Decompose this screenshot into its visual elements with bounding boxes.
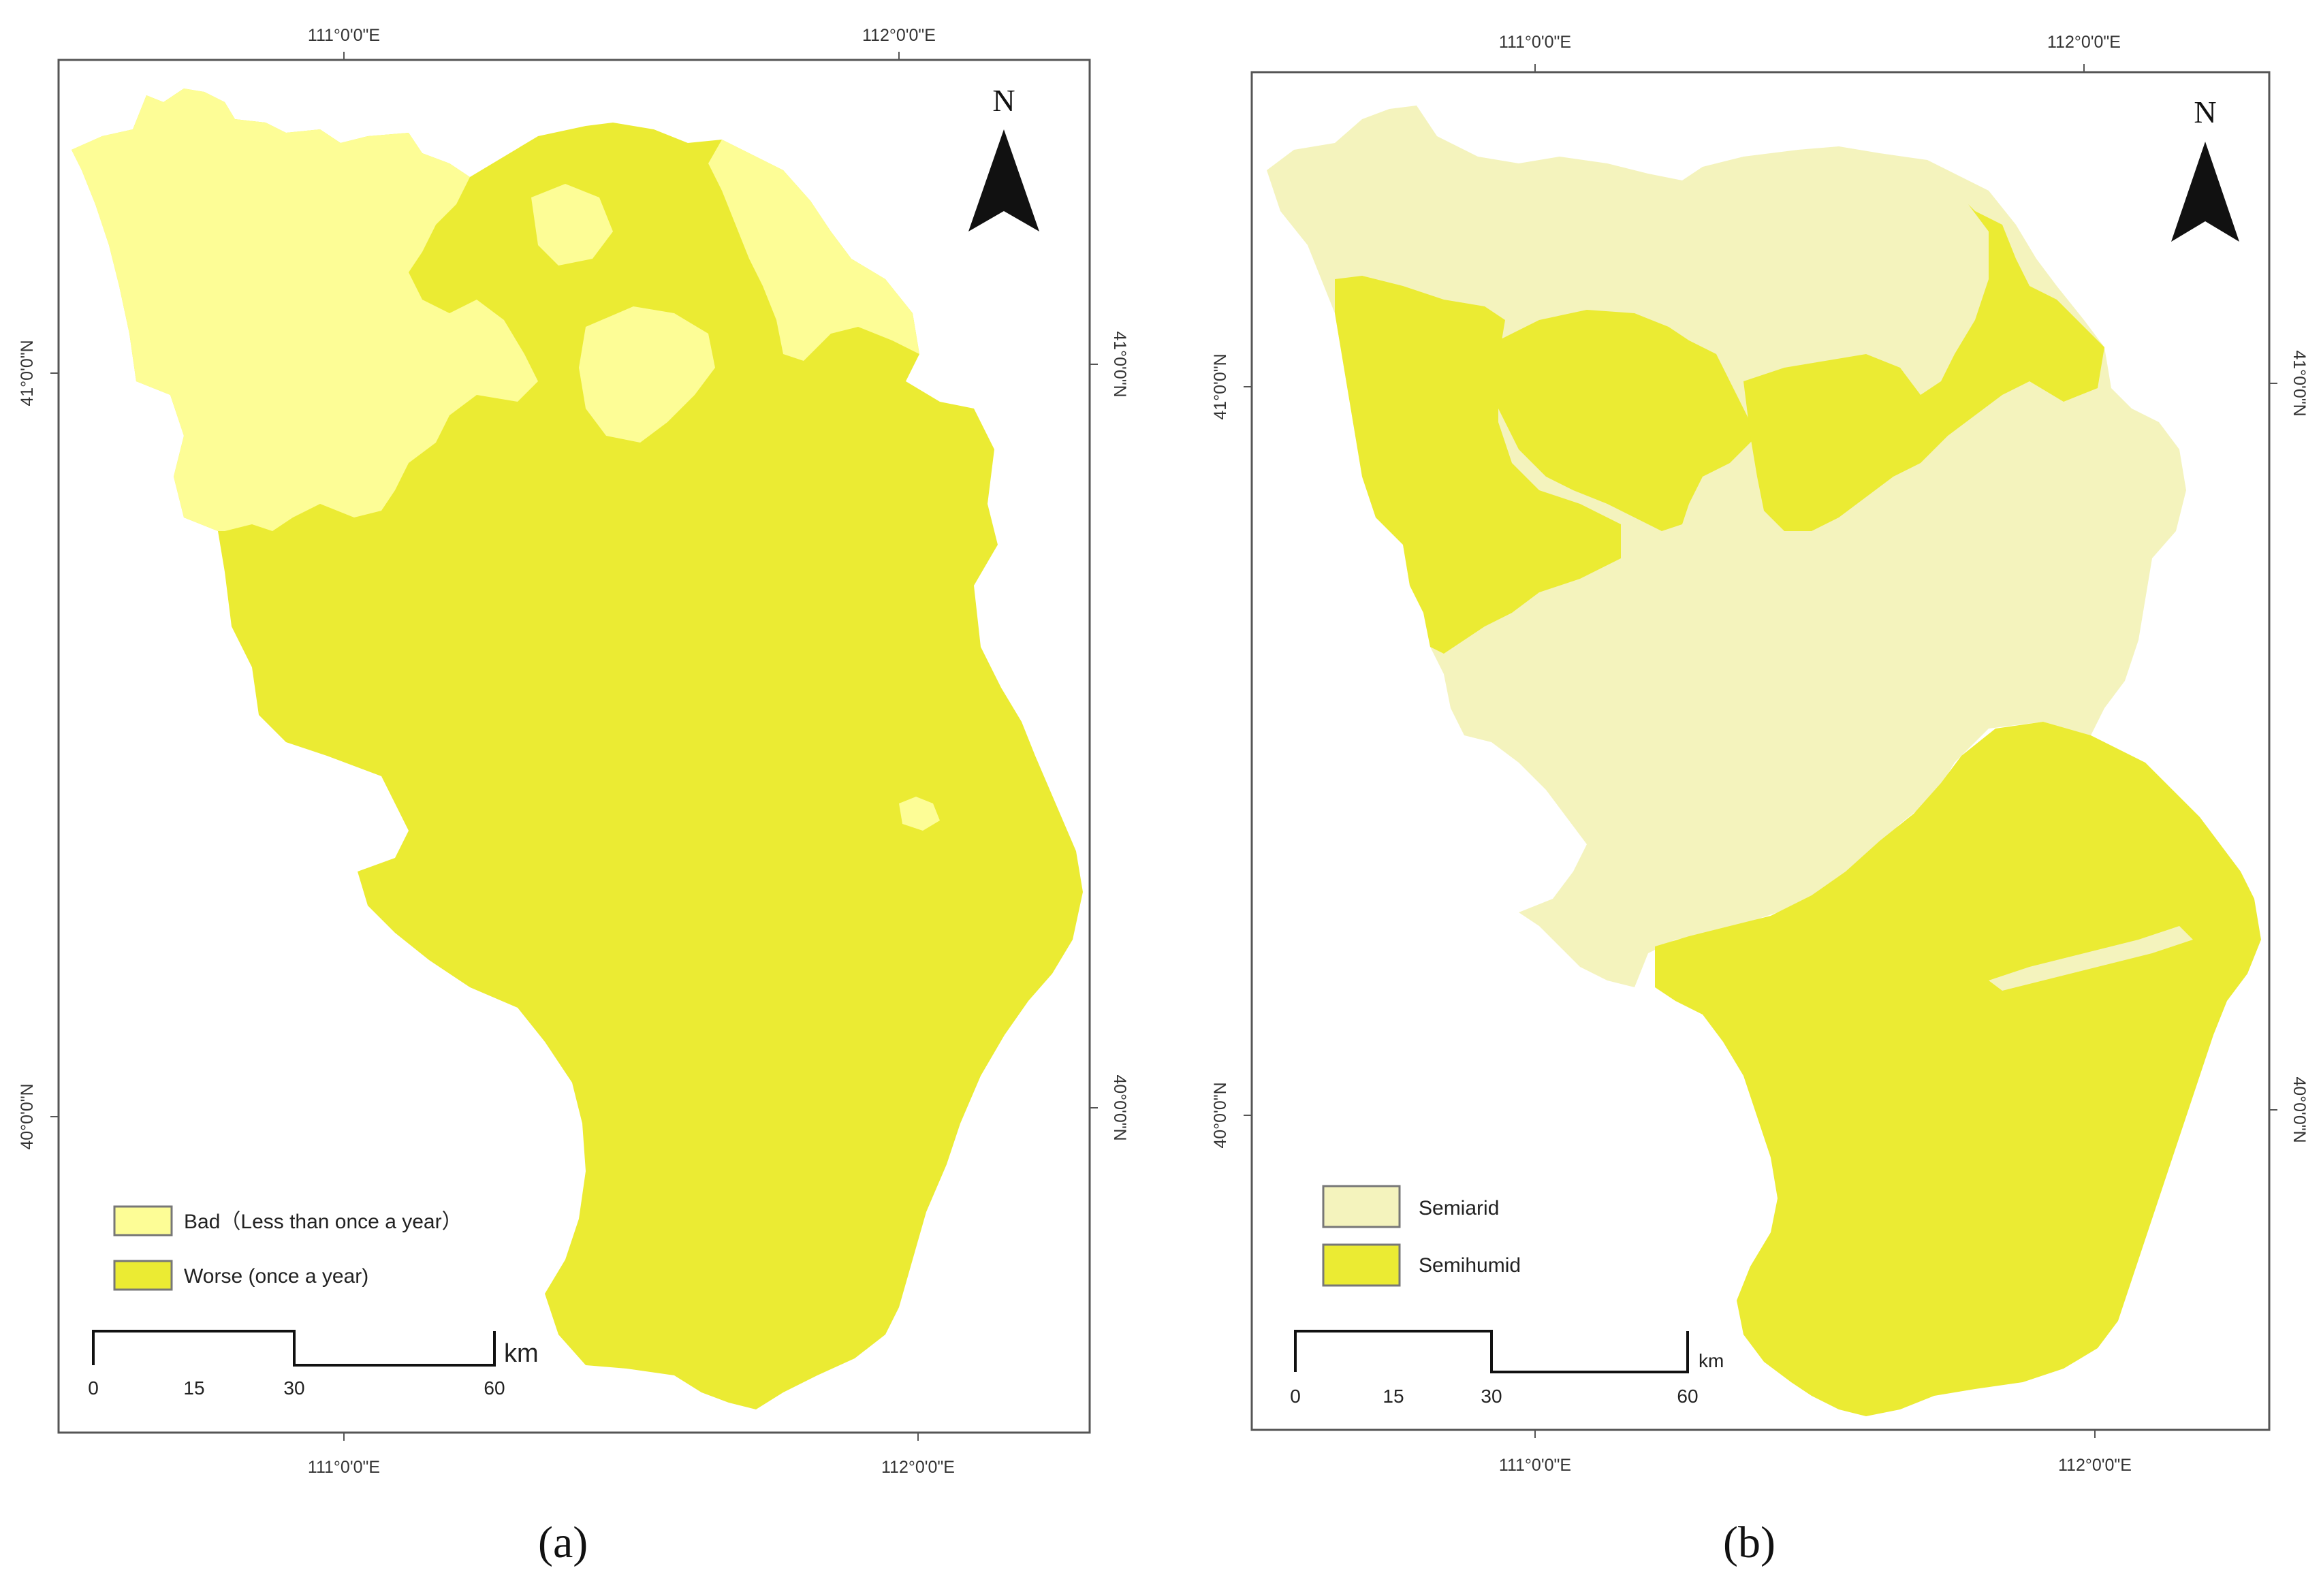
map-b-lon-top-111: 111°0'0"E <box>1499 33 1571 52</box>
map-b-lon-top-112: 112°0'0"E <box>2047 33 2121 52</box>
map-b-lon-bottom-111: 111°0'0"E <box>1499 1456 1571 1475</box>
map-a-sublabel: (a) <box>538 1518 588 1567</box>
map-a-region-bad <box>72 89 538 531</box>
map-a-lat-right-41: 41°0'0"N <box>1110 331 1129 397</box>
map-a-legend-label-bad: Bad（Less than once a year） <box>184 1211 462 1233</box>
map-a-region-bad-mid <box>579 306 715 443</box>
map-b-scale-unit: km <box>1699 1350 1724 1371</box>
map-b-scale-tick-60: 60 <box>1677 1386 1698 1407</box>
map-b-legend-label-semihumid: Semihumid <box>1419 1254 1521 1277</box>
map-b-north-arrow: N <box>2171 95 2239 242</box>
map-b-sublabel: (b) <box>1723 1518 1775 1567</box>
map-a-scale-bar: km 0 15 30 60 <box>88 1330 539 1399</box>
map-b-scale-tick-30: 30 <box>1481 1386 1502 1407</box>
map-a-scale-tick-15: 15 <box>183 1377 204 1399</box>
map-b-north-arrow-icon <box>2171 142 2239 242</box>
map-a-region-bad-east <box>708 140 919 361</box>
map-b-lat-right-40: 40°0'0"N <box>2290 1076 2309 1143</box>
map-b-ticks <box>1244 64 2277 1438</box>
map-b: N 111°0'0"E 112°0'0"E 111°0'0"E 112°0'0"… <box>1211 33 2309 1475</box>
map-b-scale-tick-0: 0 <box>1290 1386 1301 1407</box>
map-a-north-arrow: N <box>968 83 1039 232</box>
map-a-lon-bottom-112: 112°0'0"E <box>881 1458 955 1477</box>
map-a-lon-top-112: 112°0'0"E <box>862 26 936 45</box>
map-b-legend-swatch-semiarid <box>1322 1185 1401 1228</box>
map-a-lat-right-40: 40°0'0"N <box>1110 1074 1129 1140</box>
map-b-legend-label-semiarid: Semiarid <box>1419 1197 1499 1219</box>
map-b-region-semihumid-nw <box>1335 276 1621 654</box>
map-b-lat-right-41: 41°0'0"N <box>2290 350 2309 416</box>
map-a-lat-left-40: 40°0'0"N <box>18 1083 37 1149</box>
map-b-region-semihumid-south <box>1655 722 2261 1416</box>
map-a-legend-label-worse: Worse (once a year) <box>184 1265 368 1288</box>
map-b-scale-bar: km 0 15 30 60 <box>1290 1330 1724 1407</box>
map-a-scale-tick-30: 30 <box>283 1377 304 1399</box>
map-a-legend-swatch-bad <box>113 1205 173 1236</box>
map-b-region-semiarid-streak <box>1989 926 2193 991</box>
map-a-scale-tick-0: 0 <box>88 1377 99 1399</box>
map-a-ticks <box>50 52 1098 1441</box>
map-b-lon-bottom-112: 112°0'0"E <box>2058 1456 2132 1475</box>
map-b-region-semihumid-mid <box>1498 310 1757 531</box>
map-b-lat-left-41: 41°0'0"N <box>1211 353 1230 419</box>
map-a-lat-left-41: 41°0'0"N <box>18 340 37 406</box>
map-a: N 111°0'0"E 112°0'0"E 111°0'0"E 112°0'0"… <box>18 26 1129 1477</box>
map-b-scale-tick-15: 15 <box>1383 1386 1404 1407</box>
map-b-lat-left-40: 40°0'0"N <box>1211 1082 1230 1148</box>
map-a-north-label: N <box>992 83 1015 118</box>
map-a-lon-bottom-111: 111°0'0"E <box>308 1458 380 1477</box>
map-b-legend-swatch-semihumid <box>1322 1243 1401 1287</box>
map-a-region-bad-islet <box>899 797 940 831</box>
map-a-lon-top-111: 111°0'0"E <box>308 26 380 45</box>
map-a-scale-tick-60: 60 <box>484 1377 505 1399</box>
map-a-region-bad-central <box>531 184 613 266</box>
map-a-legend: Bad（Less than once a year） Worse (once a… <box>113 1205 462 1291</box>
map-a-north-arrow-icon <box>968 129 1039 232</box>
map-b-legend: Semiarid Semihumid <box>1322 1185 1521 1287</box>
map-a-scale-unit: km <box>504 1339 539 1368</box>
map-b-north-label: N <box>2194 95 2216 129</box>
map-b-region-semihumid-ne <box>1743 204 2104 531</box>
map-a-legend-swatch-worse <box>113 1260 173 1291</box>
